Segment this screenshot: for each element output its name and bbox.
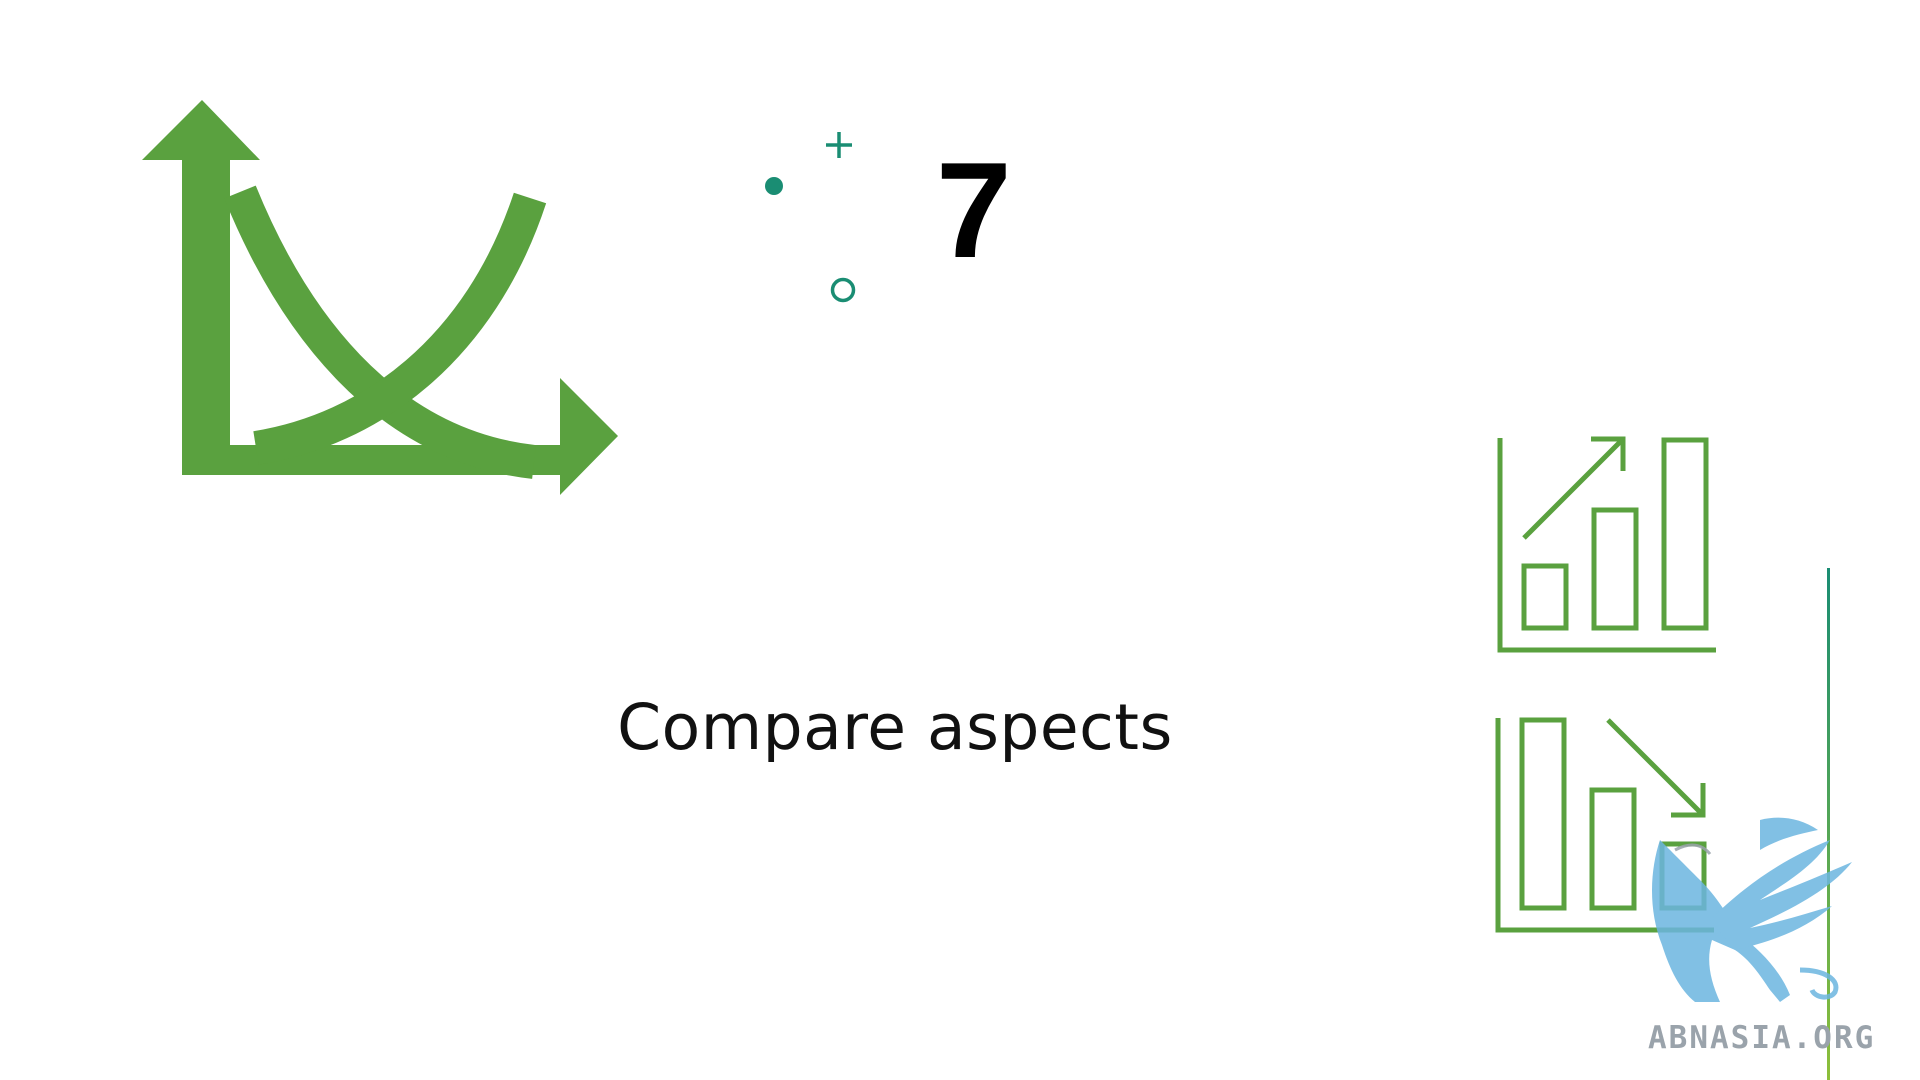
slide-title: Compare aspects <box>617 691 1173 764</box>
bar-chart-decrease-icon <box>1495 717 1714 933</box>
watermark-text: ABNASIA.ORG <box>1648 1020 1876 1056</box>
filled-dot-icon <box>765 177 783 195</box>
hollow-circle-icon <box>830 277 856 303</box>
curves-crossing-axes-icon <box>142 100 618 495</box>
griffin-logo <box>1652 817 1852 1002</box>
vertical-divider <box>1827 568 1830 1080</box>
slide-number: 7 <box>936 134 1012 286</box>
bar-chart-increase-icon <box>1497 436 1716 653</box>
plus-icon <box>826 132 852 158</box>
